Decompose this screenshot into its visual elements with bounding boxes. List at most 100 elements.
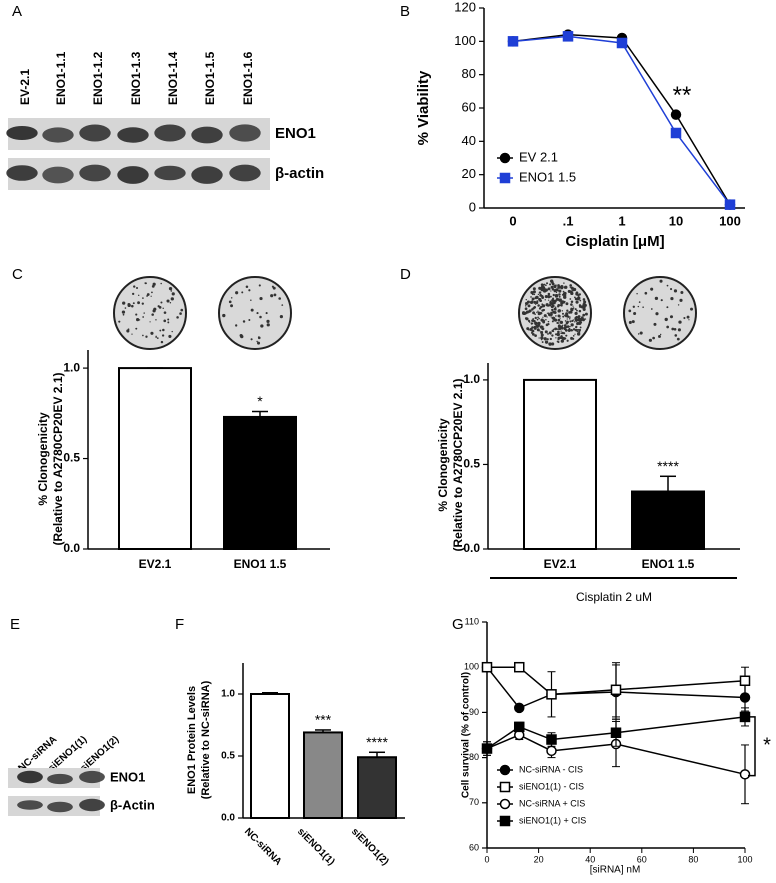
colony [632,305,635,308]
colony [534,313,536,315]
colony [146,293,150,296]
y-tick-label: 0.0 [63,541,80,555]
colony [121,310,126,314]
colony [554,294,559,298]
colony [132,302,135,305]
colony [228,300,232,304]
colony [537,324,540,327]
colony [560,330,562,332]
marker [670,109,682,120]
x-tick-label: ENO1 1.5 [642,557,695,571]
colony [532,290,536,294]
colony [671,327,675,331]
colony [562,290,565,293]
colony [557,309,561,313]
marker [562,31,574,42]
colony [137,301,140,305]
colony [256,312,259,315]
colony [541,303,544,306]
colony [532,322,534,324]
colony [574,321,576,323]
colony [555,327,558,330]
colony [683,316,686,320]
colony [176,316,179,319]
colony [146,295,148,297]
colony [551,330,554,332]
colony [582,307,586,311]
band [6,165,38,181]
colony [151,291,153,294]
colony [136,318,139,321]
colony [138,319,141,321]
colony [524,305,527,307]
colony [631,320,635,324]
colony [676,337,680,341]
colony [581,318,586,322]
colony [574,308,577,311]
y-axis-label: (Relative to A2780CP20EV 2.1) [451,379,465,552]
colony [561,331,564,335]
panel-label: G [452,616,464,633]
colony [534,321,538,326]
legend-label: ENO1 1.5 [519,169,576,184]
colony [583,300,587,304]
colony [522,311,526,315]
colony [155,319,157,321]
band [6,125,38,141]
colony [533,326,537,330]
colony [558,295,561,298]
band [191,126,223,144]
colony [135,313,138,316]
colony [666,284,669,287]
marker [514,661,525,673]
colony [680,290,684,294]
marker [616,37,628,49]
colony [566,318,568,320]
significance: **** [366,734,388,750]
colony [540,336,544,340]
colony [569,310,573,314]
lane-label: EV-2.1 [18,69,32,105]
colony [557,330,560,334]
colony [242,320,246,323]
colony [527,304,531,308]
bracket [748,716,756,777]
colony [170,297,174,301]
y-tick-label: 0 [469,199,476,214]
legend-label: siENO1(1) - CIS [519,781,584,791]
x-axis-label: Cisplatin 2 uM [576,590,652,604]
x-tick-label: 100 [719,213,741,228]
colony [549,337,552,340]
y-tick-label: 1.0 [221,689,235,700]
colony [567,328,571,332]
dish [623,276,697,350]
colony [528,329,530,331]
colony [241,291,244,294]
x-tick-label: ENO1 1.5 [234,557,287,571]
legend-label: EV 2.1 [519,149,558,164]
band [154,165,186,181]
colony [660,299,663,302]
y-tick-label: 100 [454,33,476,48]
colony [563,291,567,295]
colony [563,295,565,297]
colony [552,293,555,297]
colony [537,304,540,307]
colony [544,288,548,292]
colony [549,295,552,298]
colony [539,330,541,332]
colony [547,305,549,307]
colony [538,337,540,339]
colony [690,307,694,311]
colony [163,319,167,323]
colony [673,289,678,293]
colony [566,325,570,328]
x-axis-label: Cisplatin [μM] [565,233,664,250]
colony [556,340,559,343]
colony [580,316,584,319]
x-tick-label: 0 [509,213,516,228]
colony [544,294,548,299]
colony [566,339,569,342]
colony [542,320,546,324]
